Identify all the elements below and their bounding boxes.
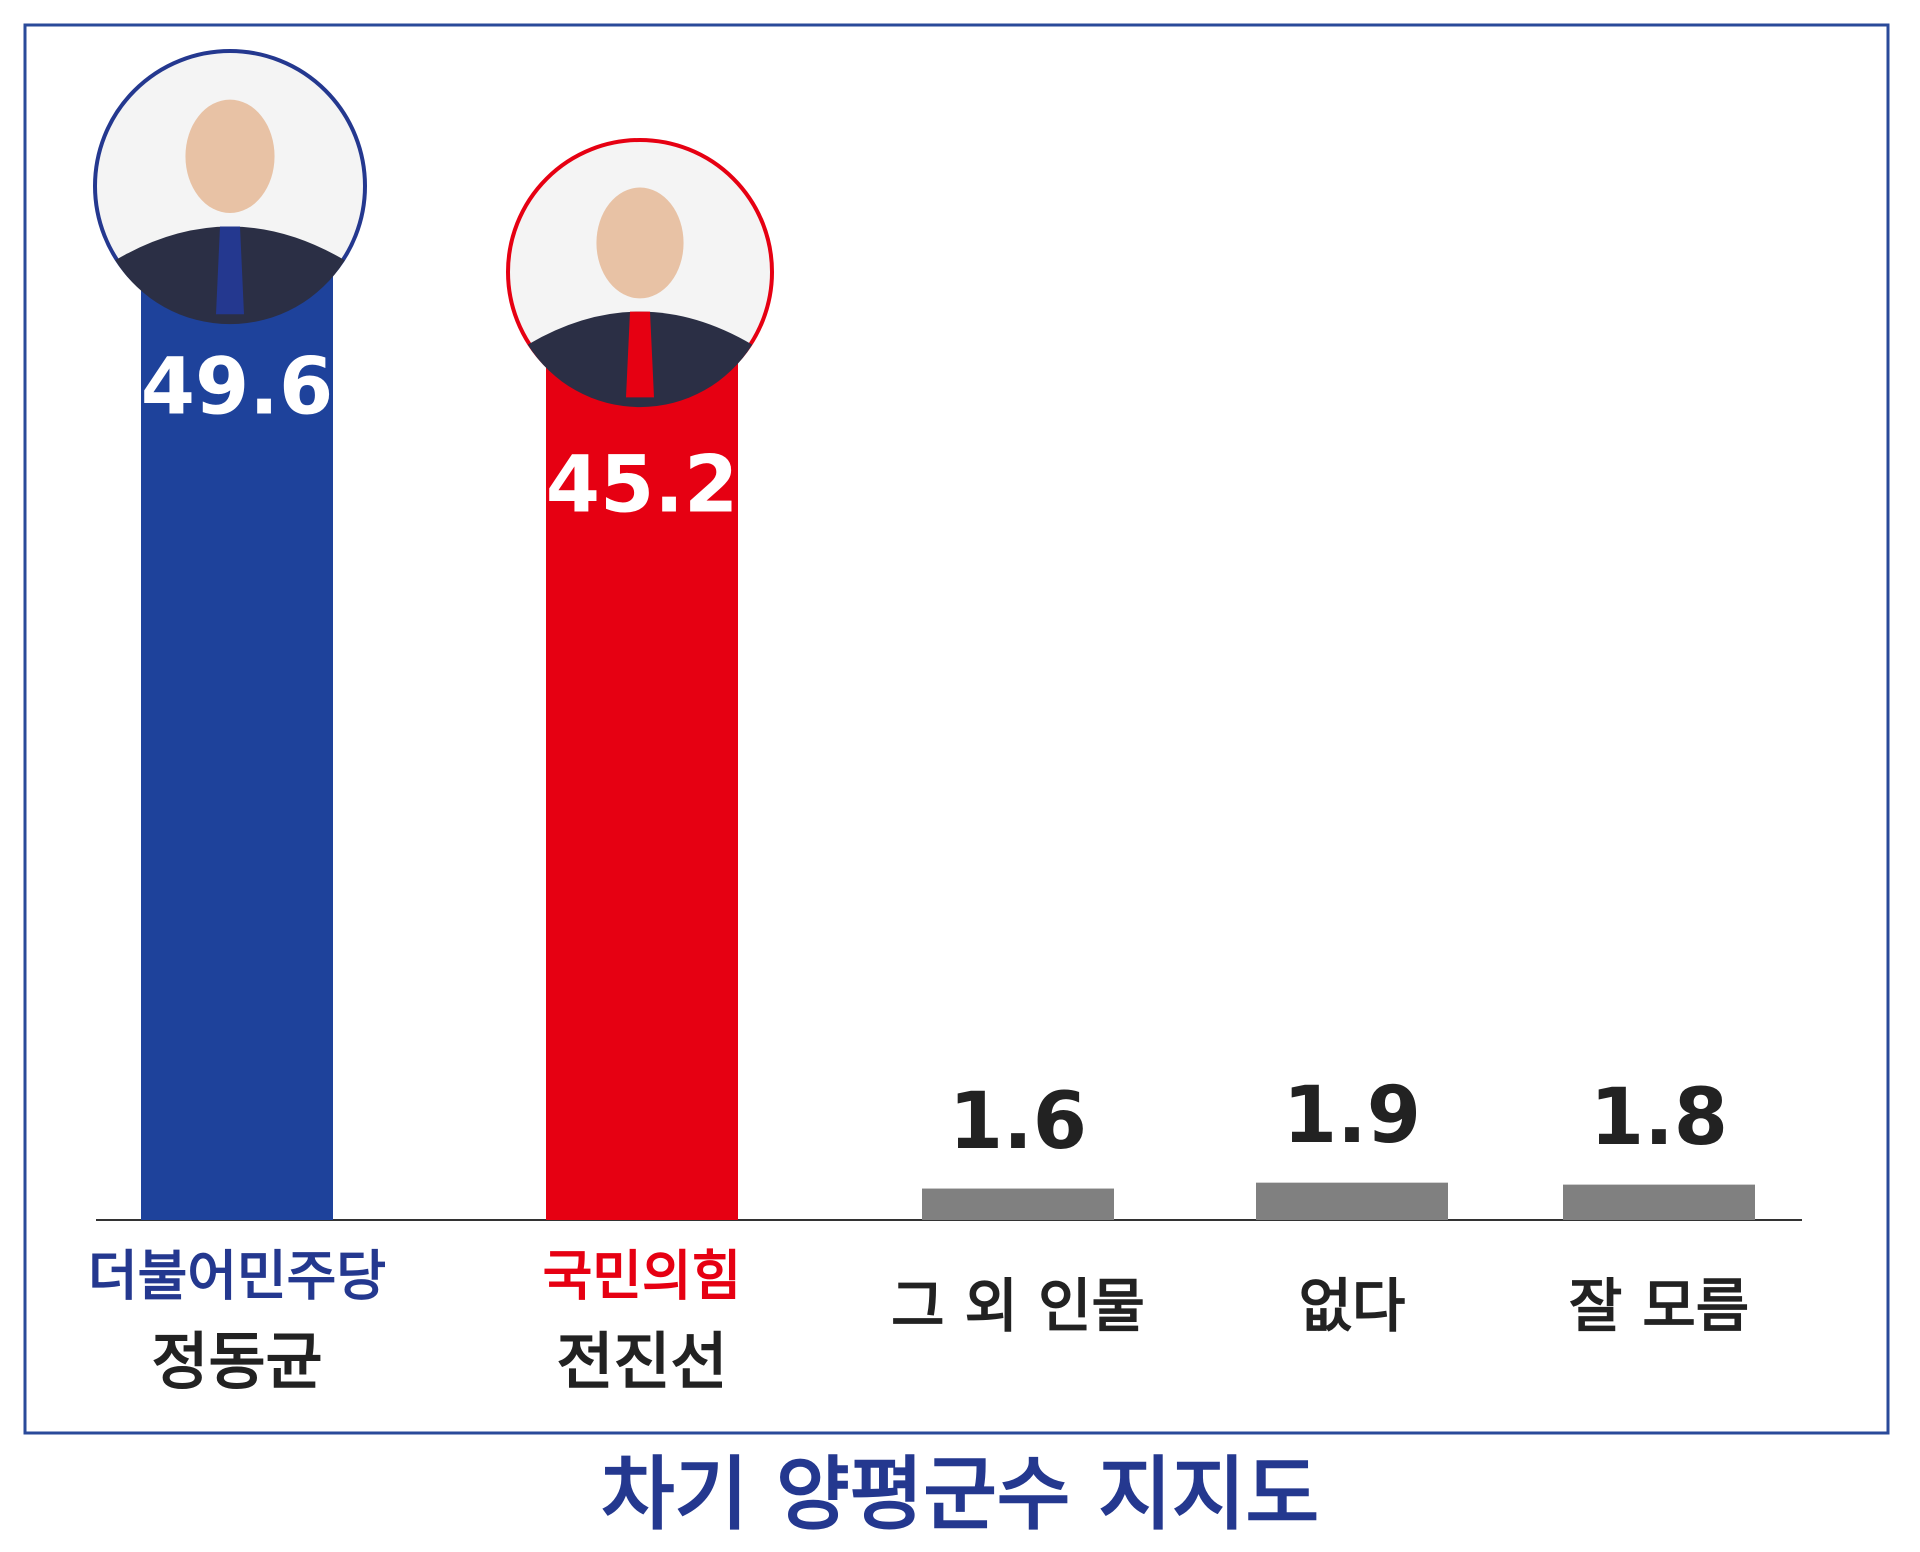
bar	[141, 245, 333, 1221]
photo-head	[185, 99, 275, 213]
value-label: 45.2	[546, 440, 738, 530]
bar	[546, 331, 738, 1221]
value-label: 1.9	[1283, 1071, 1421, 1161]
photo-head	[596, 187, 684, 299]
x-tick-label: 없다	[1299, 1272, 1406, 1340]
photo-tie	[216, 226, 244, 315]
chart-title: 차기 양평군수 지지도	[601, 1448, 1319, 1541]
frame	[23, 23, 1890, 1435]
x-tick-label: 정동균	[151, 1325, 322, 1398]
candidate-photo	[93, 49, 367, 325]
bar	[1563, 1184, 1755, 1220]
x-tick-label: 그 외 인물	[891, 1272, 1145, 1340]
x-tick-label: 잘 모름	[1569, 1272, 1749, 1340]
value-label: 1.8	[1590, 1073, 1728, 1163]
bar	[922, 1188, 1114, 1220]
value-label: 49.6	[141, 342, 333, 432]
value-label: 1.6	[949, 1077, 1087, 1167]
x-tick-label: 전진선	[556, 1325, 727, 1398]
party-label: 국민의힘	[543, 1245, 742, 1308]
photo-tie	[626, 311, 654, 398]
party-label: 더불어민주당	[88, 1245, 386, 1308]
candidate-photo	[506, 138, 774, 408]
bar	[1256, 1182, 1448, 1220]
